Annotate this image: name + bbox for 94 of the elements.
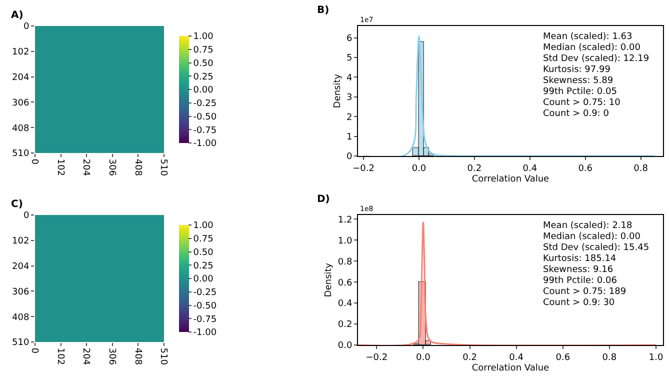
color-bar-label: -0.25 bbox=[193, 288, 217, 298]
chart-title: C) bbox=[11, 199, 23, 210]
color-bar-label: -0.50 bbox=[193, 112, 217, 122]
annotation: Skewness: 9.16 bbox=[543, 265, 614, 275]
y-tick-label: 204 bbox=[12, 262, 30, 272]
annotation: Skewness: 5.89 bbox=[543, 76, 614, 86]
x-tick-label: 306 bbox=[106, 158, 116, 176]
x-axis-title: Correlation Value bbox=[472, 364, 550, 374]
x-tick-label: 204 bbox=[80, 158, 91, 176]
x-tick-label: 510 bbox=[158, 348, 168, 366]
x-tick-label: 102 bbox=[54, 158, 65, 176]
annotation: Mean (scaled): 2.18 bbox=[543, 221, 633, 231]
color-bar-label: 0.50 bbox=[193, 248, 214, 258]
y-tick-label: 3 bbox=[346, 93, 352, 104]
color-bar-label: -1.00 bbox=[193, 139, 217, 150]
x-tick-label: 0.2 bbox=[462, 352, 477, 363]
color-bar-label: 0.25 bbox=[193, 72, 214, 82]
y-tick-label: 0.8 bbox=[338, 257, 352, 268]
x-tick-label: 306 bbox=[106, 348, 116, 366]
y-tick-label: 510 bbox=[12, 338, 30, 348]
annotation: 99th Pctile: 0.06 bbox=[543, 276, 618, 286]
annotation: Median (scaled): 0.00 bbox=[543, 43, 641, 53]
x-tick-label: 102 bbox=[54, 348, 65, 365]
color-bar-label: 0.75 bbox=[193, 234, 214, 245]
y-tick-label: 306 bbox=[12, 287, 30, 298]
color-bar-label: 0.00 bbox=[193, 274, 214, 285]
y-tick-label: 510 bbox=[12, 149, 30, 160]
x-tick-label: 0.8 bbox=[634, 164, 648, 174]
y-tick-label: 0.6 bbox=[338, 278, 352, 288]
line-series bbox=[358, 222, 657, 345]
y-tick-label: 1.2 bbox=[338, 215, 352, 226]
x-tick-label: 0.4 bbox=[522, 164, 538, 174]
color-bar-label: -0.75 bbox=[193, 314, 217, 325]
x-tick-label: 1.0 bbox=[648, 352, 664, 363]
y-tick-label: 102 bbox=[12, 236, 30, 247]
color-bar-label: 1.00 bbox=[193, 32, 214, 42]
annotation: Std Dev (scaled): 15.45 bbox=[543, 243, 650, 253]
y-tick-label: 0 bbox=[346, 152, 352, 162]
y-tick-label: 1 bbox=[346, 132, 352, 142]
annotation: Std Dev (scaled): 12.19 bbox=[543, 54, 650, 64]
annotation: Count > 0.75: 10 bbox=[543, 98, 621, 108]
y-tick-label: 4 bbox=[346, 73, 352, 84]
y-tick-label: 0 bbox=[23, 22, 30, 32]
x-tick-label: 0.0 bbox=[416, 352, 431, 363]
color-bar-label: 0.50 bbox=[193, 58, 214, 69]
y-axis-title: Density bbox=[324, 262, 334, 298]
color-bar-label: -0.75 bbox=[193, 126, 217, 136]
color-bar-label: 0.00 bbox=[193, 86, 214, 96]
annotation: Kurtosis: 97.99 bbox=[543, 65, 611, 75]
x-tick-label: 0.4 bbox=[509, 352, 524, 363]
x-tick-label: 408 bbox=[132, 158, 142, 176]
x-axis-title: Correlation Value bbox=[472, 174, 550, 185]
annotation: Median (scaled): 0.00 bbox=[543, 232, 641, 242]
y-tick-label: 0 bbox=[23, 211, 30, 222]
annotation: Count > 0.9: 30 bbox=[543, 298, 615, 308]
y-tick-label: 6 bbox=[346, 34, 352, 44]
color-bar-label: 0.75 bbox=[193, 46, 214, 56]
y-tick-label: 204 bbox=[12, 72, 30, 83]
annotation: Mean (scaled): 1.63 bbox=[543, 32, 632, 42]
x-tick-label: 0 bbox=[29, 158, 40, 165]
chart-title: B) bbox=[317, 5, 330, 16]
y-tick-label: 306 bbox=[12, 98, 30, 108]
x-tick-label: 408 bbox=[132, 348, 142, 366]
y-tick-label: 1.0 bbox=[338, 236, 352, 246]
x-tick-label: 204 bbox=[80, 348, 91, 366]
x-tick-label: 0 bbox=[29, 348, 40, 354]
y-tick-label: 408 bbox=[12, 312, 30, 323]
x-tick-label: 0.6 bbox=[578, 164, 593, 174]
y-tick-label: 408 bbox=[12, 124, 30, 134]
annotation: Count > 0.9: 0 bbox=[543, 109, 610, 119]
x-tick-label: −0.2 bbox=[352, 164, 374, 174]
chart-title: D) bbox=[317, 194, 330, 205]
x-tick-label: −0.2 bbox=[366, 352, 388, 363]
x-tick-label: 0.0 bbox=[412, 164, 426, 174]
y-tick-label: 102 bbox=[12, 48, 30, 58]
annotation: Kurtosis: 185.14 bbox=[543, 254, 616, 264]
y-axis-title: Density bbox=[332, 73, 343, 108]
y-tick-label: 0.2 bbox=[338, 320, 352, 330]
annotation: 99th Pctile: 0.05 bbox=[543, 87, 617, 97]
y-tick-label: 5 bbox=[346, 54, 352, 64]
x-tick-label: 0.6 bbox=[556, 352, 570, 363]
color-bar-label: 0.25 bbox=[193, 261, 214, 272]
y-tick-label: 2 bbox=[346, 112, 352, 123]
x-tick-label: 0.8 bbox=[602, 352, 617, 363]
color-bar-label: -0.25 bbox=[193, 99, 217, 110]
color-bar-label: 1.00 bbox=[193, 221, 214, 232]
annotation: Count > 0.75: 189 bbox=[543, 287, 626, 297]
color-bar-label: -0.50 bbox=[193, 301, 217, 312]
y-tick-label: 0.4 bbox=[338, 299, 352, 310]
chart-title: A) bbox=[11, 10, 24, 21]
y-tick-label: 0.0 bbox=[338, 341, 352, 352]
color-bar-label: -1.00 bbox=[193, 328, 217, 338]
x-tick-label: 0.2 bbox=[467, 164, 482, 174]
x-tick-label: 510 bbox=[158, 158, 168, 176]
